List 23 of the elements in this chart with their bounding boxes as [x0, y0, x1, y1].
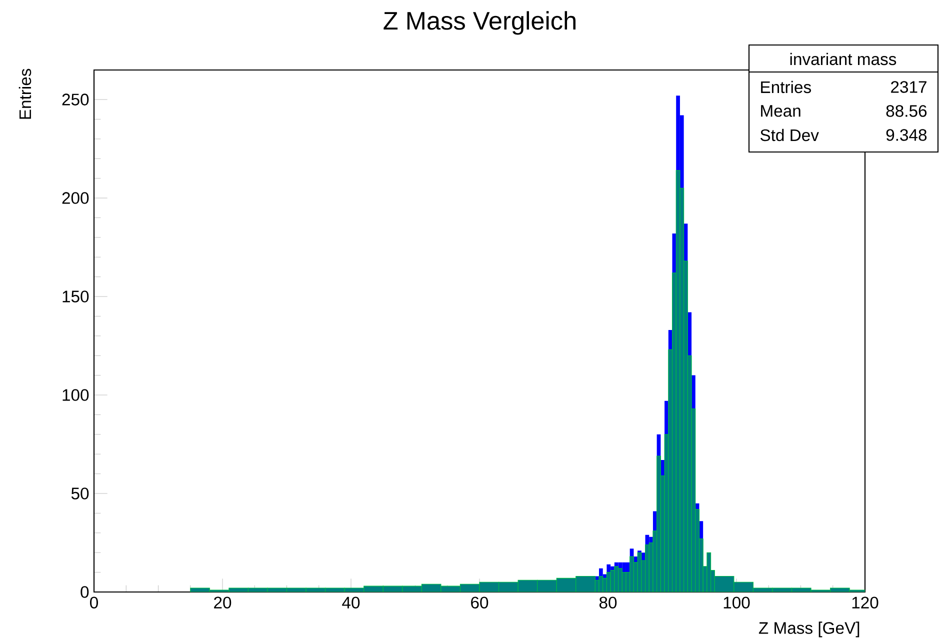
text: 9.348	[886, 129, 927, 142]
annotation: Mean	[761, 105, 800, 117]
x-tick-label: 0	[90, 596, 98, 609]
x-tick-label: 100	[724, 596, 750, 609]
y-tick-label: 250	[62, 94, 89, 106]
x-tick-label: 40	[342, 596, 360, 609]
text: 88.56	[886, 105, 927, 118]
text: 2317	[891, 81, 926, 94]
annotation: Entries	[761, 81, 811, 94]
x-axis-title: Z Mass [GeV]	[758, 622, 860, 638]
text: invariant mass	[790, 53, 896, 66]
chart-title: Z Mass Vergleich	[384, 11, 576, 35]
y-tick-label: 200	[62, 192, 89, 204]
y-tick-label: 50	[71, 488, 89, 500]
x-tick-label: 60	[471, 596, 488, 609]
x-tick-label: 80	[599, 596, 617, 609]
y-tick-label: 0	[80, 586, 89, 598]
x-tick-label: 120	[852, 596, 878, 609]
annotation: Std Dev	[760, 129, 819, 142]
y-axis-title: Entries	[18, 69, 32, 119]
y-tick-label: 150	[62, 290, 89, 303]
x-tick-label: 20	[214, 596, 232, 609]
y-tick-label: 100	[62, 389, 89, 402]
